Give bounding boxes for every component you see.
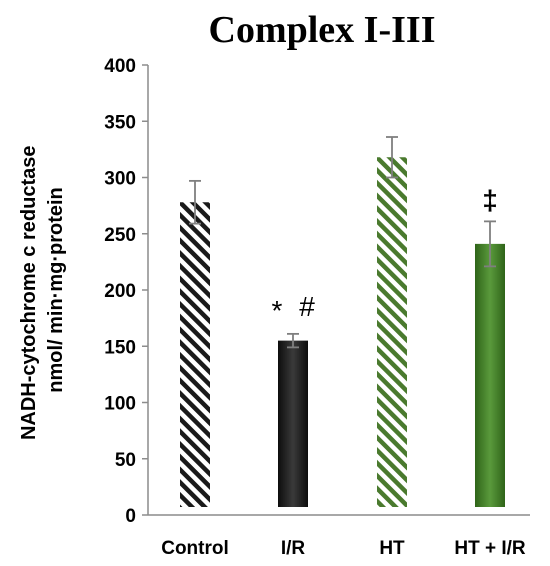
bar-control xyxy=(180,202,210,507)
bar-i-r xyxy=(278,340,308,507)
y-tick-label: 100 xyxy=(104,394,136,415)
significance-mark: ‡ xyxy=(482,184,498,215)
bar-ht xyxy=(377,157,407,507)
significance-mark: # xyxy=(299,291,315,322)
y-tick-label: 50 xyxy=(115,450,136,471)
y-tick-label: 0 xyxy=(125,506,136,527)
y-tick-label: 200 xyxy=(104,281,136,302)
y-tick-label: 400 xyxy=(104,56,136,77)
y-axis-label-line-2: nmol/ min·mg·protein xyxy=(45,187,67,393)
plot-area: 0 50 100 150 200 250 300 350 400 Control I/R HT HT +… xyxy=(104,56,530,559)
chart-title: Complex I-III xyxy=(209,9,436,51)
y-tick-label: 250 xyxy=(104,225,136,246)
x-tick-label: I/R xyxy=(281,538,306,559)
x-tick-label: HT xyxy=(379,538,405,559)
significance-mark: * xyxy=(272,295,283,326)
bar-ht-i-r xyxy=(475,243,505,507)
y-axis-label-line-1: NADH-cytochrome c reductase xyxy=(18,146,40,441)
y-tick-label: 300 xyxy=(104,169,136,190)
y-tick-label: 350 xyxy=(104,112,136,133)
y-axis-label: NADH-cytochrome c reductase nmol/ min·mg… xyxy=(18,140,67,440)
x-tick-label: Control xyxy=(161,538,229,559)
x-tick-label: HT + I/R xyxy=(454,538,526,559)
y-tick-label: 150 xyxy=(104,337,136,358)
